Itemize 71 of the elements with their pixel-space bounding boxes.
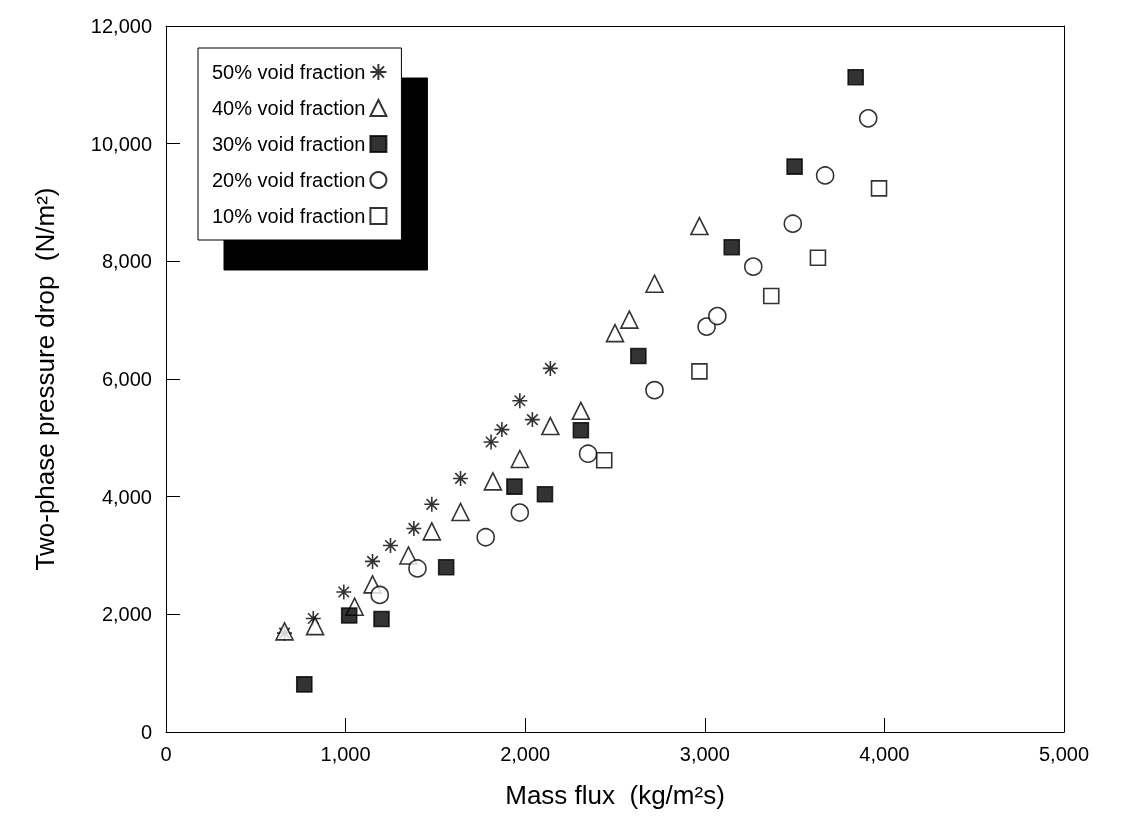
point: [437, 558, 455, 576]
legend-label: 30% void fraction: [212, 133, 366, 155]
point: [382, 537, 399, 554]
point: [645, 274, 664, 293]
point: [370, 585, 390, 605]
point: [645, 380, 664, 400]
point: [620, 310, 639, 329]
x-tick-label: 5,000: [1038, 743, 1090, 765]
point: [364, 553, 381, 570]
legend-label: 40% void fraction: [212, 97, 366, 119]
point: [578, 444, 598, 464]
point: [305, 616, 325, 636]
x-tick-label: 2,000: [500, 743, 551, 765]
point: [373, 610, 390, 628]
point: [542, 360, 559, 377]
legend-label: 20% void fraction: [212, 169, 366, 191]
point: [408, 559, 427, 578]
point: [506, 478, 523, 495]
legend-label: 10% void fraction: [212, 205, 366, 227]
x-tick-label: 0: [160, 743, 172, 765]
x-tick-label: 1,000: [320, 743, 371, 765]
y-axis-title: Two-phase pressure drop (N/m²): [30, 187, 60, 571]
point: [744, 257, 763, 276]
point: [815, 166, 835, 185]
point: [571, 401, 591, 421]
point: [510, 449, 530, 469]
point: [482, 433, 500, 451]
point: [340, 607, 358, 624]
y-tick-label: 10,000: [90, 132, 152, 155]
legend-label: 50% void fraction: [212, 61, 366, 83]
point: [452, 470, 469, 487]
y-tick-label: 8,000: [101, 250, 152, 273]
point: [870, 180, 888, 197]
point: [511, 392, 529, 410]
point: [708, 306, 727, 326]
point: [295, 676, 313, 693]
point: [536, 486, 554, 503]
point: [697, 317, 716, 336]
point: [304, 610, 322, 627]
y-tick-label: 2,000: [101, 603, 152, 626]
point: [783, 214, 803, 233]
point: [493, 421, 511, 438]
point: [405, 520, 423, 537]
point: [451, 502, 470, 522]
x-tick-label: 3,000: [679, 743, 730, 765]
point: [423, 496, 441, 513]
point: [595, 451, 613, 469]
point: [476, 527, 495, 547]
point: [762, 287, 780, 305]
point: [524, 411, 541, 428]
point: [422, 522, 442, 541]
x-tick-label: 4,000: [859, 743, 910, 765]
y-tick-label: 12,000: [90, 15, 152, 37]
point: [858, 109, 878, 128]
y-tick-label: 0: [140, 721, 152, 743]
point: [541, 416, 560, 436]
point: [630, 347, 647, 365]
point: [572, 421, 590, 439]
point: [786, 158, 803, 175]
point: [723, 238, 741, 256]
y-tick-label: 6,000: [101, 368, 152, 390]
point: [691, 363, 708, 380]
point: [335, 583, 353, 601]
y-tick-label: 4,000: [101, 485, 152, 508]
point: [605, 323, 625, 343]
point: [809, 249, 827, 267]
point: [510, 503, 530, 522]
point: [483, 472, 503, 491]
point: [847, 68, 864, 86]
x-axis-title: Mass flux (kg/m²s): [505, 780, 725, 810]
point: [690, 216, 709, 236]
